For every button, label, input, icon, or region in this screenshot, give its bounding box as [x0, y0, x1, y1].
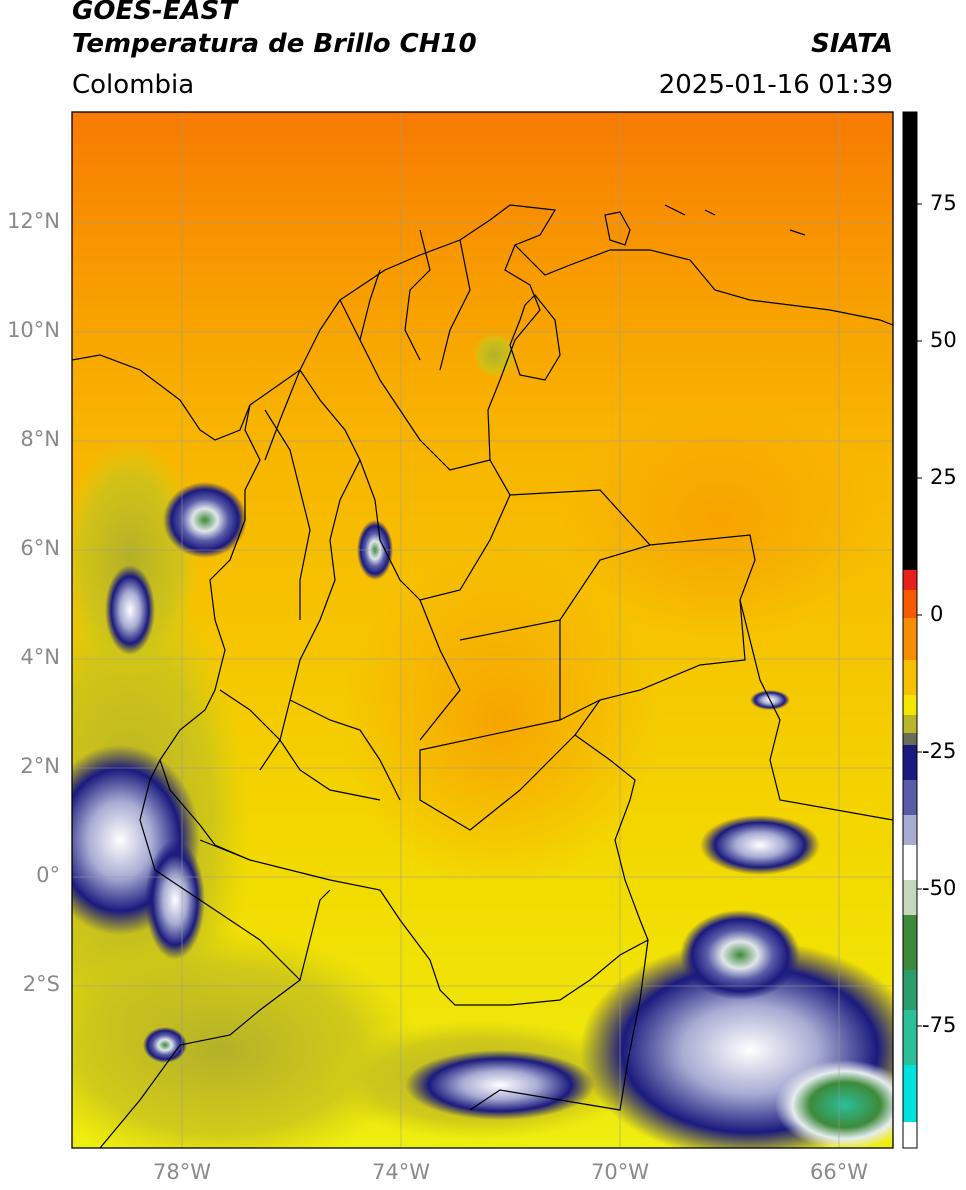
lat-tick: 2°N	[20, 754, 60, 778]
colorbar-label: 75	[930, 191, 957, 215]
gridlines	[72, 112, 893, 1148]
colorbar	[902, 111, 922, 1149]
map-frame	[71, 111, 894, 1149]
lat-tick: 12°N	[7, 209, 60, 233]
lon-tick: 78°W	[153, 1160, 211, 1184]
title-satellite: GOES-EAST	[72, 0, 238, 26]
lat-tick: 0°	[36, 863, 60, 887]
region-label: Colombia	[72, 70, 195, 100]
lon-tick: 66°W	[810, 1160, 868, 1184]
colorbar-label: -25	[922, 739, 957, 763]
colorbar-label: -50	[922, 876, 957, 900]
colorbar-label: 25	[930, 465, 957, 489]
colorbar-label: 50	[930, 328, 957, 352]
datetime-label: 2025-01-16 01:39	[658, 70, 893, 100]
title-product: Temperatura de Brillo CH10	[72, 29, 477, 59]
lat-tick: 8°N	[20, 427, 60, 451]
colorbar-label: -75	[922, 1013, 957, 1037]
lat-tick: 6°N	[20, 536, 60, 560]
lat-tick: 2°S	[22, 972, 60, 996]
lon-tick: 70°W	[591, 1160, 649, 1184]
lat-tick: 4°N	[20, 645, 60, 669]
colombia-border	[159, 204, 756, 1006]
satellite-imagery	[72, 112, 893, 1148]
boundaries	[72, 204, 893, 1148]
lon-tick: 74°W	[372, 1160, 430, 1184]
lat-tick: 10°N	[7, 318, 60, 342]
agency-label: SIATA	[811, 29, 893, 59]
colorbar-label: 0	[930, 602, 944, 626]
